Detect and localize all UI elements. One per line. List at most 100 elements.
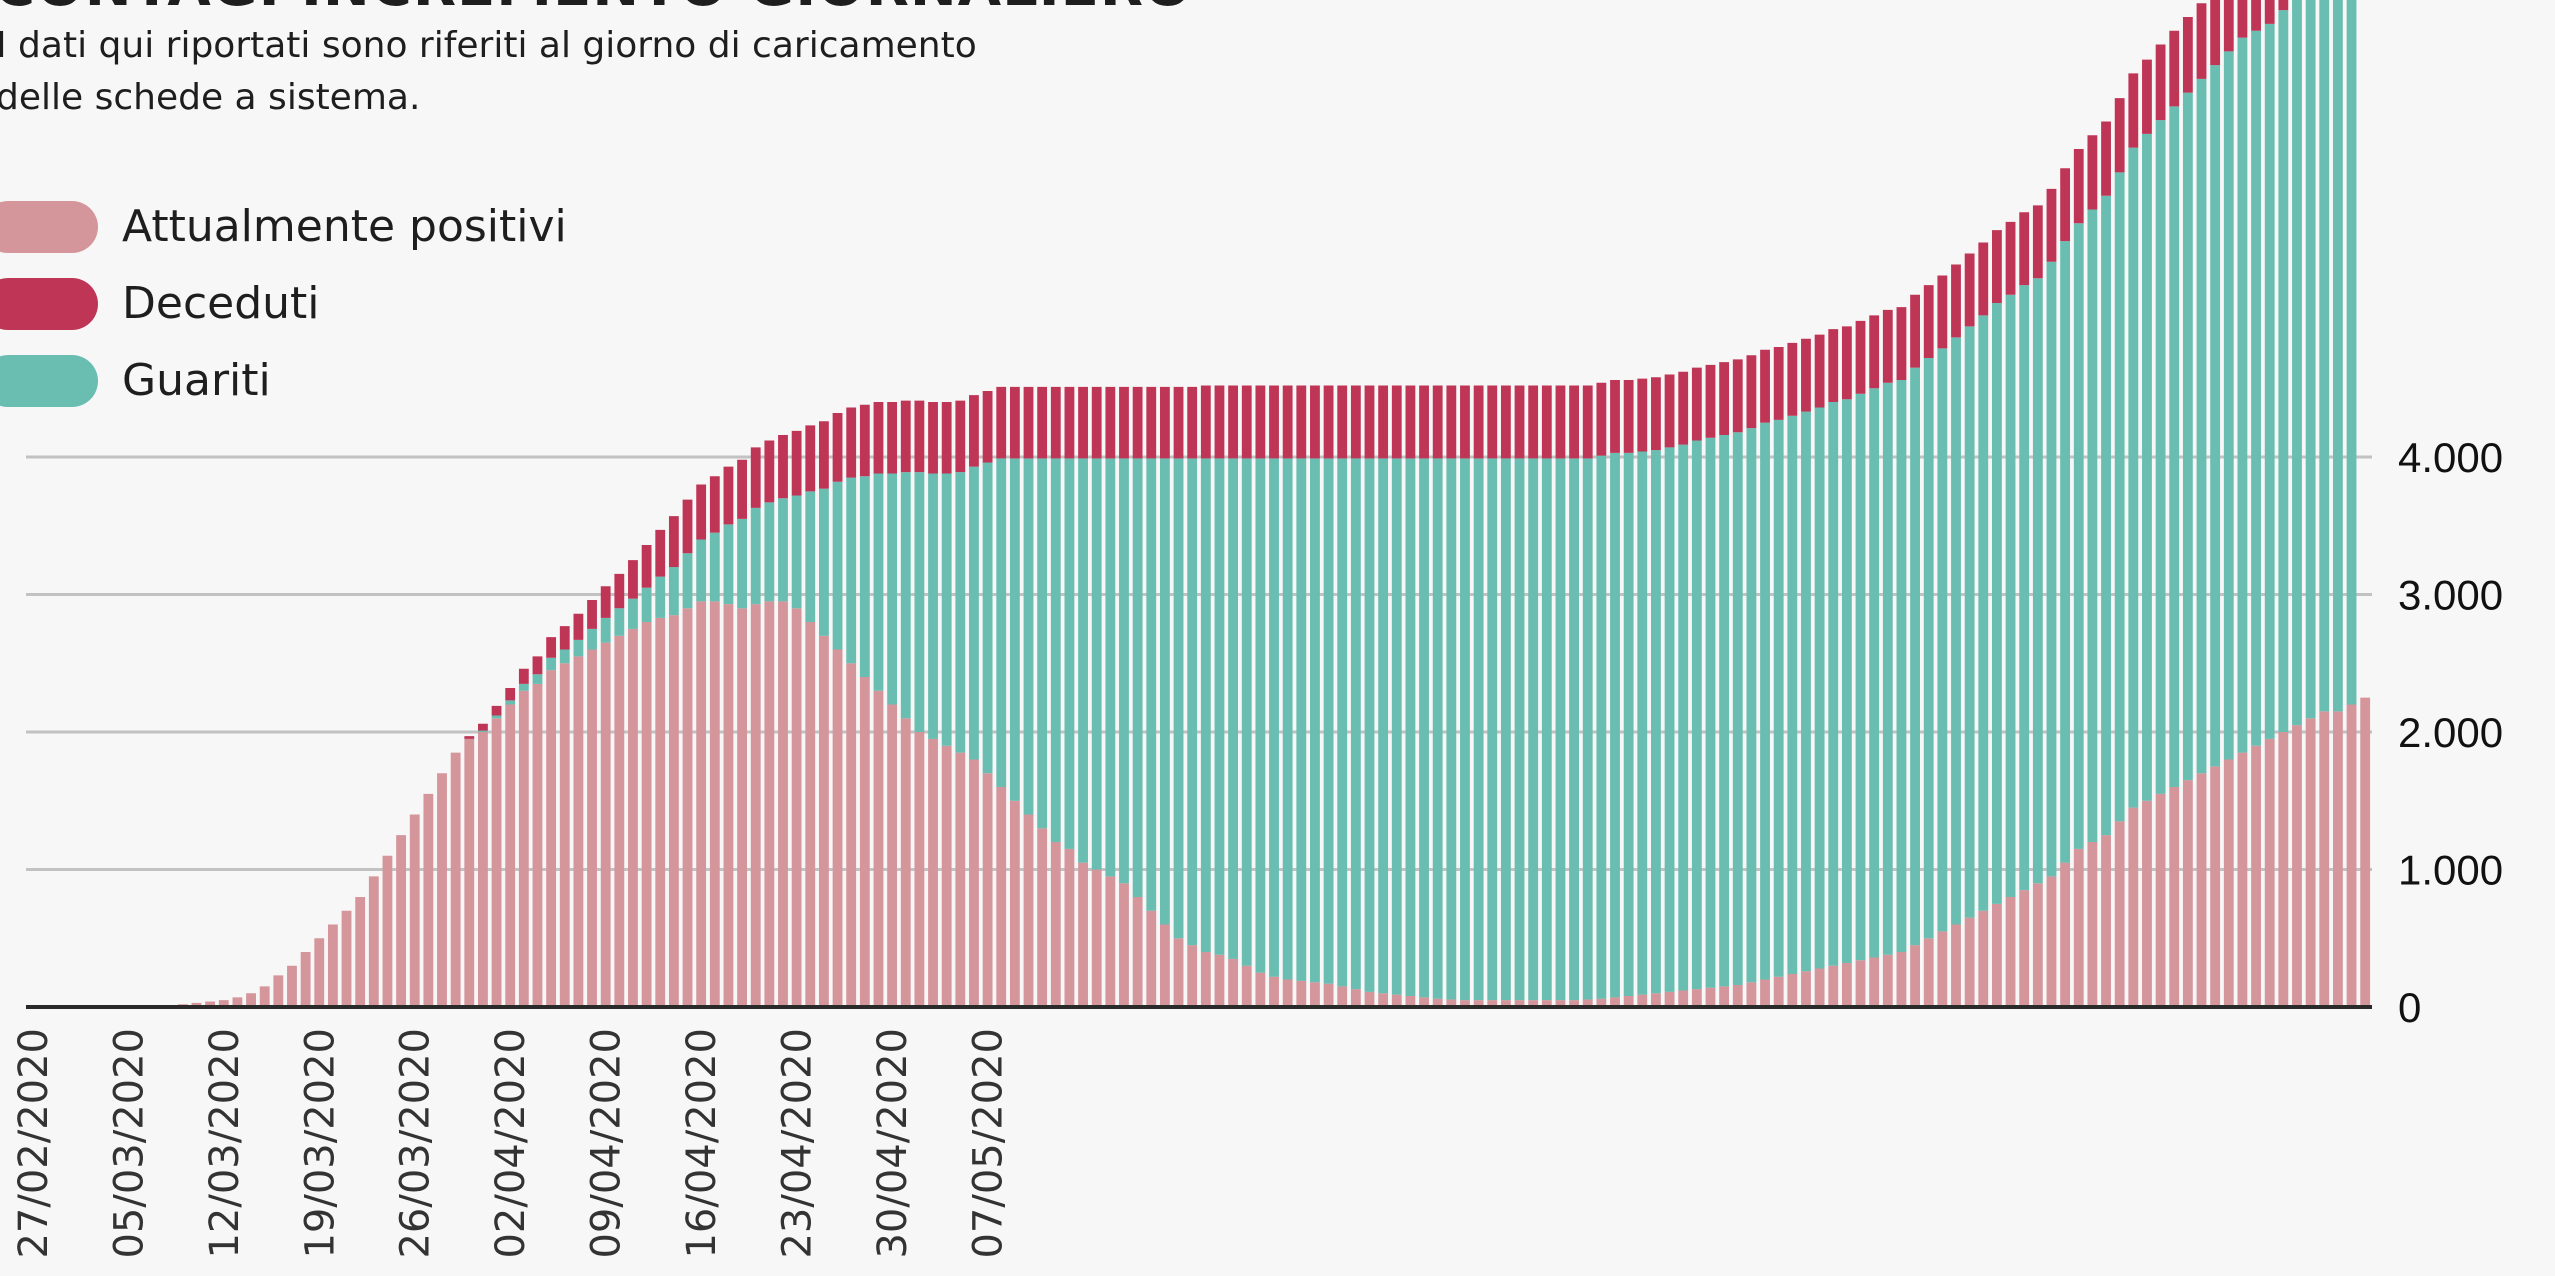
bar-segment-guariti (928, 473, 938, 739)
bar-segment-guariti (2182, 92, 2193, 781)
bar-segment-deceduti (1582, 385, 1593, 459)
bar-segment-attualmente-positivi (1323, 983, 1334, 1008)
bar-segment-attualmente-positivi (859, 677, 870, 1007)
bar-segment-guariti (805, 491, 816, 623)
bar-segment-deceduti (587, 600, 597, 629)
bar-segment-guariti (791, 495, 802, 609)
bar-segment-guariti (1378, 458, 1389, 994)
bars (177, 0, 2371, 1008)
bar-segment-guariti (846, 477, 857, 664)
bar-segment-guariti (1637, 451, 1648, 995)
bar-segment-guariti (1050, 458, 1061, 843)
legend-label-guariti: Guariti (122, 355, 271, 406)
bar-segment-attualmente-positivi (2073, 848, 2084, 1008)
bar-segment-deceduti (1146, 386, 1157, 459)
bar-segment-guariti (2223, 51, 2234, 760)
bar-segment-attualmente-positivi (2142, 800, 2152, 1007)
bar-segment-deceduti (1691, 367, 1702, 441)
bar-segment-attualmente-positivi (709, 601, 720, 1008)
bar-segment-deceduti (1746, 355, 1757, 429)
bar-segment-attualmente-positivi (1173, 938, 1184, 1007)
bar-segment-attualmente-positivi (450, 752, 461, 1008)
bar-segment-attualmente-positivi (1296, 980, 1307, 1008)
bar-segment-guariti (1732, 432, 1743, 985)
bar-segment-guariti (2073, 223, 2084, 849)
bar-segment-guariti (1705, 437, 1716, 988)
bar-segment-attualmente-positivi (546, 670, 557, 1008)
bar-segment-deceduti (1719, 362, 1730, 436)
bar-segment-guariti (2032, 278, 2043, 884)
bar-segment-attualmente-positivi (1828, 965, 1839, 1007)
bar-segment-guariti (2060, 241, 2071, 863)
x-tick-label: 02/04/2020 (488, 1028, 534, 1259)
bar-segment-guariti (1255, 458, 1266, 973)
bar-segment-deceduti (491, 705, 502, 716)
bar-segment-deceduti (1228, 385, 1239, 459)
bar-segment-deceduti (846, 407, 857, 478)
bar-segment-attualmente-positivi (1787, 974, 1798, 1007)
bar-segment-deceduti (1323, 385, 1334, 459)
bar-segment-deceduti (600, 586, 611, 618)
bar-segment-attualmente-positivi (191, 1002, 202, 1008)
bar-segment-attualmente-positivi (300, 952, 311, 1007)
bar-segment-attualmente-positivi (2182, 780, 2193, 1008)
bar-segment-deceduti (1132, 386, 1143, 459)
bar-segment-guariti (1405, 458, 1416, 997)
bar-segment-guariti (914, 472, 925, 733)
bar-segment-deceduti (969, 395, 979, 467)
bar-segment-attualmente-positivi (2332, 711, 2343, 1008)
bar-segment-guariti (532, 674, 543, 684)
bar-segment-deceduti (709, 476, 720, 533)
bar-segment-attualmente-positivi (1923, 938, 1934, 1007)
bar-segment-attualmente-positivi (1896, 952, 1907, 1007)
legend-label-deceduti: Deceduti (122, 278, 320, 329)
bar-segment-guariti (1814, 407, 1825, 969)
bar-segment-deceduti (887, 402, 898, 474)
bar-segment-deceduti (1814, 334, 1825, 408)
bar-segment-guariti (668, 567, 679, 616)
bar-segment-attualmente-positivi (1132, 897, 1143, 1007)
bar-segment-guariti (682, 553, 693, 609)
bar-segment-attualmente-positivi (2264, 738, 2275, 1008)
bar-segment-guariti (996, 458, 1007, 788)
bar-segment-attualmente-positivi (887, 704, 898, 1007)
bar-segment-deceduti (1910, 294, 1920, 368)
legend-item-deceduti: Deceduti (0, 265, 567, 342)
bar-segment-guariti (1064, 458, 1075, 849)
bar-segment-attualmente-positivi (1146, 910, 1157, 1007)
bar-segment-attualmente-positivi (1569, 1000, 1579, 1008)
bar-segment-attualmente-positivi (778, 601, 788, 1008)
bar-segment-deceduti (1992, 230, 2002, 303)
bar-segment-attualmente-positivi (969, 759, 979, 1007)
bar-segment-guariti (859, 476, 870, 677)
bar-segment-guariti (723, 524, 734, 605)
bar-segment-deceduti (1296, 385, 1307, 459)
bar-segment-deceduti (682, 499, 693, 554)
bar-segment-deceduti (737, 459, 747, 519)
bar-segment-attualmente-positivi (1951, 924, 1961, 1007)
bar-segment-deceduti (1255, 385, 1266, 459)
bar-segment-attualmente-positivi (1623, 996, 1634, 1007)
bar-segment-attualmente-positivi (246, 993, 256, 1007)
bar-segment-guariti (1200, 458, 1211, 953)
bar-segment-deceduti (1337, 385, 1348, 459)
bar-segment-guariti (2210, 65, 2221, 767)
bar-segment-deceduti (1159, 386, 1170, 459)
bar-segment-deceduti (1596, 382, 1607, 456)
bar-segment-attualmente-positivi (368, 876, 379, 1008)
bar-segment-attualmente-positivi (1596, 998, 1607, 1007)
bar-segment-deceduti (1937, 275, 1948, 349)
legend-label-attualmente-positivi: Attualmente positivi (122, 201, 567, 252)
bar-segment-attualmente-positivi (1187, 945, 1198, 1008)
bar-segment-attualmente-positivi (1446, 999, 1457, 1007)
bar-segment-attualmente-positivi (791, 608, 802, 1007)
bar-segment-deceduti (1828, 329, 1839, 403)
bar-segment-deceduti (1678, 371, 1689, 445)
bar-segment-deceduti (505, 688, 516, 701)
bar-segment-attualmente-positivi (1228, 958, 1239, 1008)
bar-segment-attualmente-positivi (559, 663, 570, 1007)
bar-segment-attualmente-positivi (1610, 997, 1620, 1008)
bar-segment-guariti (587, 628, 597, 650)
bar-segment-guariti (1187, 458, 1198, 946)
bar-segment-deceduti (1037, 386, 1048, 459)
